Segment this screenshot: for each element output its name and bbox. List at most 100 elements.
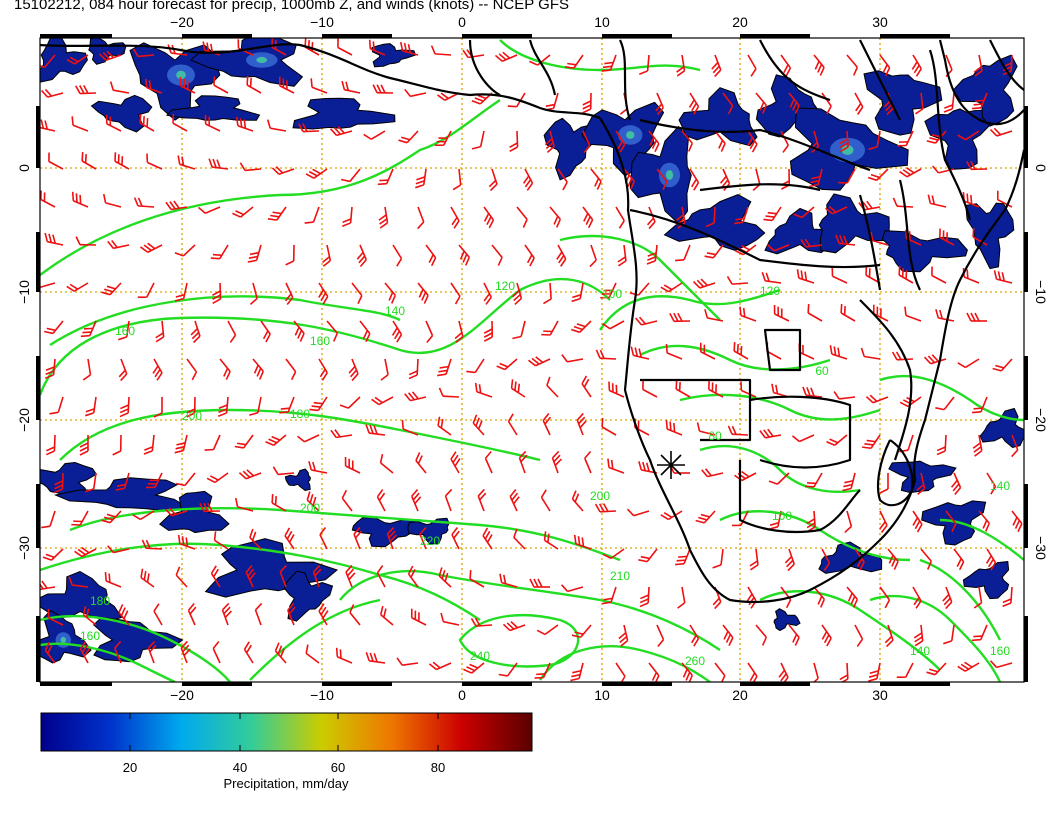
wind-barb <box>648 662 660 682</box>
frame-segment <box>322 682 392 686</box>
contour-label: 100 <box>772 509 792 523</box>
lon-label-bottom: 0 <box>458 687 466 700</box>
wind-barb <box>115 472 130 491</box>
precip-area <box>159 490 230 534</box>
wind-barb <box>419 526 427 550</box>
wind-barb <box>543 282 552 305</box>
wind-barb <box>821 624 832 647</box>
wind-barb <box>522 168 534 191</box>
wind-barb <box>675 548 691 566</box>
wind-barb <box>75 85 97 95</box>
wind-barb <box>854 548 865 571</box>
wind-barb <box>556 244 567 267</box>
wind-barb <box>71 116 89 132</box>
wind-barb <box>398 130 419 144</box>
wind-barb <box>656 168 668 191</box>
wind-barb <box>278 76 295 94</box>
wind-barb <box>274 642 287 664</box>
wind-barb <box>101 510 122 524</box>
wind-barb <box>68 576 89 588</box>
wind-barb <box>978 510 991 532</box>
wind-barb <box>146 472 163 489</box>
frame-segment <box>36 616 40 682</box>
precip-area <box>407 517 450 545</box>
wind-barb <box>529 578 550 588</box>
wind-barb <box>206 472 229 484</box>
wind-barb <box>496 358 518 371</box>
wind-barb <box>81 152 97 170</box>
wind-barb <box>271 494 287 512</box>
wind-barb <box>284 527 295 550</box>
lat-label-right: −30 <box>1033 536 1049 560</box>
wind-barb <box>378 206 389 229</box>
wind-barb <box>217 396 229 417</box>
wind-barb <box>897 130 914 147</box>
wind-barb <box>899 167 922 178</box>
wind-barb <box>499 573 518 588</box>
wind-barb <box>972 396 988 414</box>
wind-barb <box>407 565 419 588</box>
wind-barb <box>179 77 196 94</box>
wind-barb <box>570 320 592 334</box>
wind-barb <box>755 92 768 114</box>
frame-segment <box>36 356 40 420</box>
wind-barb <box>747 130 758 153</box>
wind-barb <box>139 114 155 132</box>
wind-barb <box>498 662 518 677</box>
wind-barb <box>40 118 56 132</box>
contour-line <box>59 408 541 462</box>
precip-area <box>351 517 421 548</box>
wind-barb <box>755 624 768 646</box>
wind-barb <box>581 375 592 398</box>
wind-barb <box>284 282 294 306</box>
wind-barb <box>1011 434 1019 458</box>
wind-barb <box>773 305 790 322</box>
wind-barb <box>165 200 188 211</box>
wind-barb <box>463 662 485 674</box>
wind-barb <box>676 54 686 77</box>
wind-barb <box>356 244 367 268</box>
coastline <box>599 117 942 604</box>
contour-label: 140 <box>385 304 405 318</box>
wind-barb <box>763 206 782 222</box>
wind-barb <box>119 396 130 418</box>
contour-label: 140 <box>910 644 930 658</box>
precip-area <box>292 97 396 130</box>
wind-barb <box>732 510 749 527</box>
wind-barb <box>243 641 254 664</box>
lon-label-bottom: −10 <box>310 687 334 700</box>
contour-label: 180 <box>290 407 310 421</box>
wind-barb <box>42 548 64 561</box>
frame-segment <box>182 34 252 38</box>
wind-barb <box>71 510 89 526</box>
coastline <box>763 328 802 372</box>
lon-label-bottom: −20 <box>170 687 194 700</box>
precip-area <box>283 570 334 622</box>
contour-label: 160 <box>310 334 330 348</box>
wind-barb <box>805 472 823 488</box>
wind-barb <box>469 570 485 588</box>
wind-barb <box>518 450 528 474</box>
wind-barb <box>79 641 91 664</box>
wind-barb <box>306 491 320 512</box>
wind-barb <box>607 458 625 474</box>
wind-barb <box>339 396 361 409</box>
wind-barb <box>854 92 864 115</box>
wind-barb <box>474 382 493 398</box>
wind-barb <box>440 612 460 626</box>
contour-line <box>559 234 721 321</box>
coastline <box>468 39 632 121</box>
wind-barb <box>285 244 295 266</box>
wind-barb <box>425 320 434 344</box>
wind-barb <box>197 206 221 214</box>
wind-barb <box>472 414 485 436</box>
wind-barb <box>245 564 256 588</box>
lat-label-left: −10 <box>16 280 32 304</box>
wind-barb <box>305 168 328 179</box>
wind-barb <box>204 115 221 132</box>
coastline <box>938 149 1024 361</box>
wind-barb <box>483 320 494 342</box>
wind-barb <box>186 396 196 418</box>
wind-barb <box>734 206 749 225</box>
wind-barb <box>824 205 848 215</box>
